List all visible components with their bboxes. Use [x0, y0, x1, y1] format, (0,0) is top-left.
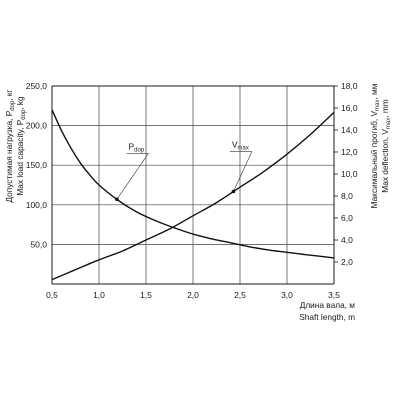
y-left-tick-label: 100,0 [26, 200, 48, 210]
x-axis-title-en: Shaft length, m [299, 312, 355, 322]
y-right-tick-label: 2,0 [341, 257, 353, 267]
x-tick-label: 3,5 [328, 290, 340, 300]
x-tick-label: 3,0 [281, 290, 293, 300]
series-label-v: Vmax [232, 140, 249, 152]
chart-grid [52, 86, 334, 284]
chart-tick-labels: 0,5 1,0 1,5 2,0 2,5 3,0 3,5 50,0 100,0 150,0 200,0… [26, 81, 358, 300]
y-left-tick-label: 200,0 [26, 121, 48, 131]
series-label-p: Pdop [128, 141, 144, 153]
y-right-tick-label: 6,0 [341, 213, 353, 223]
y-left-tick-label: 50,0 [30, 239, 47, 249]
y-right-tick-label: 12,0 [341, 147, 358, 157]
x-tick-label: 0,5 [46, 290, 58, 300]
y-right-tick-label: 16,0 [341, 103, 358, 113]
y-left-title-ru: Допустимая нагрузка, Pdop, кг [4, 89, 16, 202]
y-right-tick-label: 4,0 [341, 235, 353, 245]
series-line-p [51, 109, 335, 259]
y-right-tick-label: 14,0 [341, 125, 358, 135]
leader-line [233, 151, 253, 192]
y-left-title-en: Max load capacity, Pdop, kg [15, 96, 27, 196]
y-right-tick-label: 8,0 [341, 191, 353, 201]
chart-series: Pdop Vmax [51, 109, 335, 281]
y-right-title-en: Max deflection, Vmax, mm [380, 99, 392, 193]
y-right-tick-label: 10,0 [341, 169, 358, 179]
leader-dot [231, 189, 236, 194]
y-right-title-ru: Максимальный прогиб, Vmax, мм [369, 83, 381, 208]
chart-axes [51, 85, 338, 285]
x-tick-label: 2,5 [234, 290, 246, 300]
x-tick-label: 1,5 [140, 290, 152, 300]
y-right-tick-label: 18,0 [341, 81, 358, 91]
leader-line [116, 153, 149, 200]
y-left-tick-label: 250,0 [26, 81, 48, 91]
y-left-tick-label: 150,0 [26, 160, 48, 170]
x-axis-title-ru: Длина вала, м [300, 300, 356, 310]
x-tick-label: 1,0 [93, 290, 105, 300]
leader-dot [115, 197, 119, 202]
x-tick-label: 2,0 [187, 290, 199, 300]
series-line-v [51, 111, 335, 281]
